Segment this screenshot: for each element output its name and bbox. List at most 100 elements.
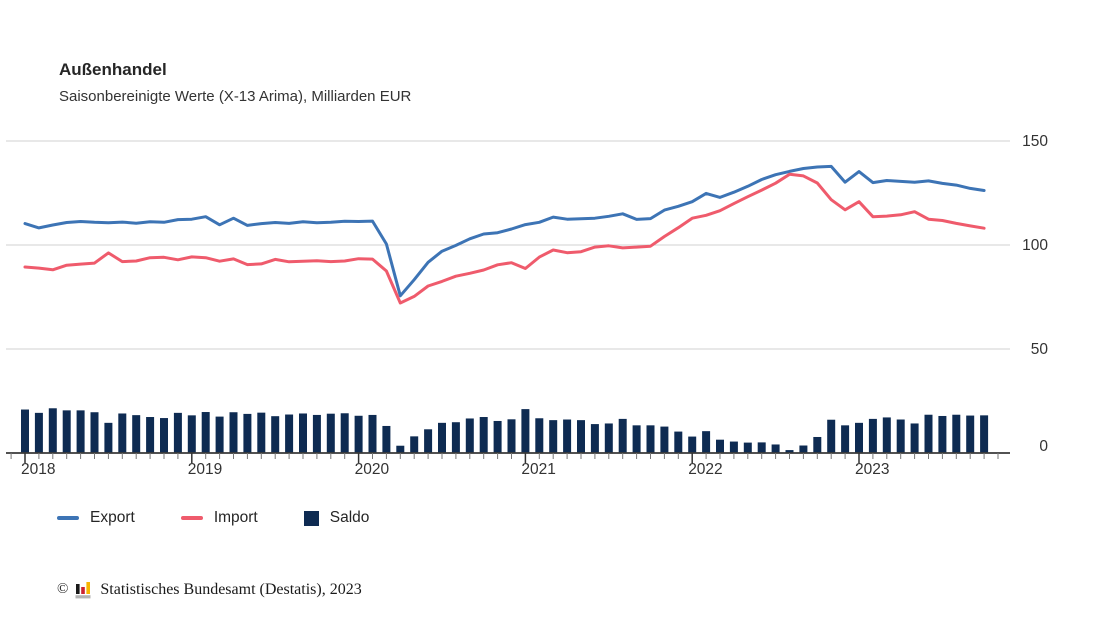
- x-axis-year-label: 2023: [855, 461, 889, 478]
- saldo-bar: [438, 422, 446, 453]
- saldo-bar: [868, 418, 877, 453]
- destatis-logo-icon: [75, 582, 91, 599]
- saldo-bar: [354, 415, 363, 453]
- saldo-bar: [702, 431, 711, 453]
- saldo-bar: [326, 413, 335, 453]
- saldo-bar: [507, 419, 516, 453]
- saldo-bar: [451, 422, 460, 453]
- x-axis-year-label: 2020: [355, 461, 390, 478]
- logo-bar-black: [76, 584, 81, 594]
- saldo-bar: [771, 444, 780, 453]
- saldo-bar: [382, 425, 391, 453]
- saldo-bar: [271, 416, 280, 453]
- saldo-bar: [618, 418, 627, 453]
- saldo-bar: [187, 415, 196, 453]
- import-line: [23, 172, 986, 305]
- saldo-bar: [938, 415, 947, 453]
- saldo-bar: [312, 414, 321, 453]
- saldo-bar: [632, 425, 641, 453]
- saldo-bar: [799, 445, 808, 453]
- y-axis-label: 50: [1031, 341, 1049, 358]
- copyright-symbol: ©: [57, 581, 69, 597]
- source-text: Statistisches Bundesamt (Destatis), 2023: [100, 580, 362, 598]
- saldo-bar: [604, 423, 613, 453]
- saldo-bar: [243, 413, 252, 453]
- saldo-bar: [660, 426, 669, 453]
- saldo-bar: [674, 431, 683, 453]
- chart-title: Außenhandel: [59, 60, 167, 79]
- x-axis-year-label: 2021: [521, 461, 555, 478]
- saldo-bar: [62, 410, 71, 453]
- saldo-bar: [813, 436, 822, 453]
- saldo-bar: [855, 422, 863, 453]
- saldo-bar: [910, 423, 919, 453]
- saldo-bar: [841, 425, 850, 453]
- y-axis-label: 150: [1022, 133, 1048, 150]
- saldo-bar: [521, 409, 530, 453]
- saldo-bar: [549, 420, 558, 453]
- legend-item-export: Export: [57, 509, 135, 527]
- saldo-bar: [952, 414, 961, 453]
- saldo-bar: [21, 409, 29, 453]
- export-line: [23, 164, 986, 298]
- legend-label-import: Import: [213, 509, 258, 526]
- saldo-bar: [201, 412, 210, 453]
- x-axis-year-label: 2022: [688, 461, 722, 478]
- saldo-bar: [173, 412, 182, 453]
- source-line: © Statistisches Bundesamt (Destatis), 20…: [57, 580, 362, 599]
- saldo-bar: [924, 414, 933, 453]
- saldo-bar: [229, 412, 238, 453]
- saldo-bar: [34, 412, 43, 453]
- saldo-bar: [160, 418, 168, 453]
- saldo-bar: [716, 439, 724, 453]
- saldo-bar: [479, 417, 488, 453]
- saldo-bar: [827, 419, 836, 453]
- saldo-bar: [48, 408, 57, 453]
- saldo-bar: [729, 441, 738, 453]
- saldo-bar: [577, 420, 585, 453]
- logo-base: [75, 595, 91, 599]
- saldo-bar: [104, 422, 113, 453]
- saldo-bar: [285, 414, 294, 453]
- saldo-bar: [688, 436, 697, 453]
- saldo-bar: [563, 419, 572, 453]
- legend-item-import: Import: [180, 509, 258, 527]
- saldo-bar: [882, 417, 891, 453]
- saldo-bar: [76, 410, 85, 453]
- saldo-bar: [465, 418, 474, 453]
- chart-subtitle: Saisonbereinigte Werte (X-13 Arima), Mil…: [59, 88, 412, 105]
- saldo-bar: [368, 414, 377, 453]
- saldo-bar: [396, 445, 405, 453]
- saldo-bar: [340, 413, 349, 453]
- legend-label-export: Export: [90, 509, 135, 526]
- saldo-bar: [743, 442, 752, 453]
- x-axis-year-label: 2019: [188, 461, 222, 478]
- saldo-bar: [215, 416, 224, 453]
- legend-item-saldo: Saldo: [303, 509, 370, 527]
- saldo-bar: [257, 412, 266, 453]
- saldo-bar: [535, 418, 544, 453]
- saldo-bar: [410, 436, 419, 453]
- saldo-bar: [896, 419, 905, 453]
- saldo-bar: [757, 442, 766, 453]
- saldo-bar: [966, 415, 975, 453]
- saldo-bar: [590, 424, 599, 453]
- saldo-bar: [118, 413, 127, 453]
- import-line-swatch: [180, 516, 203, 520]
- saldo-bar-swatch: [303, 510, 319, 526]
- logo-bar-gold: [86, 582, 91, 594]
- y-axis-label: 0: [1039, 438, 1048, 455]
- saldo-bar: [646, 425, 655, 453]
- saldo-bar: [980, 415, 989, 453]
- legend-label-saldo: Saldo: [329, 509, 370, 526]
- saldo-bar: [146, 417, 155, 453]
- saldo-bar: [299, 413, 307, 453]
- x-axis-year-label: 2018: [21, 461, 55, 478]
- saldo-bar: [493, 420, 502, 453]
- saldo-bar: [785, 450, 794, 453]
- saldo-bar: [424, 429, 433, 453]
- export-line-swatch: [57, 516, 79, 520]
- saldo-bar: [132, 415, 141, 453]
